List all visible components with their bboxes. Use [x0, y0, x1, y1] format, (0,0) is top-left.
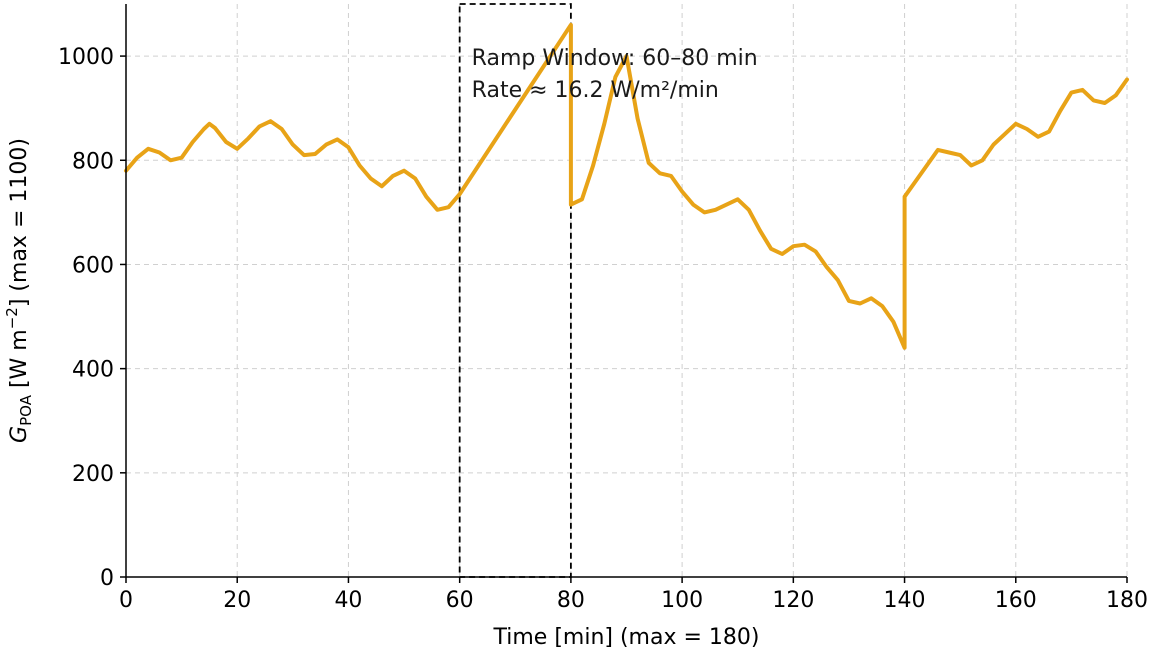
x-tick-label: 160: [995, 588, 1037, 613]
y-axis-title-superscript: −2: [3, 307, 21, 329]
x-axis-ticks: 0 20 40 60 80 100 120 140 160 180: [119, 577, 1148, 613]
x-tick-label: 100: [661, 588, 703, 613]
y-axis-title-symbol: G: [7, 426, 32, 443]
x-tick-label: 60: [446, 588, 474, 613]
y-axis-ticks: 0 200 400 600 800 1000: [58, 45, 126, 591]
ramp-annotation: Ramp Window: 60–80 min Rate ≈ 16.2 W/m²/…: [472, 46, 758, 103]
y-tick-label: 1000: [58, 45, 114, 70]
y-axis-title-tail: ] (max = 1100): [7, 138, 32, 307]
series-line-gpoa: [124, 22, 1129, 350]
x-tick-label: 120: [772, 588, 814, 613]
y-tick-label: 200: [72, 462, 114, 487]
x-tick-label: 180: [1106, 588, 1148, 613]
x-axis-title: Time [min] (max = 180): [493, 625, 760, 650]
y-tick-label: 600: [72, 253, 114, 278]
y-axis-title: GPOA [W m−2] (max = 1100): [3, 138, 35, 443]
y-tick-label: 0: [100, 566, 114, 591]
annotation-line-rate: Rate ≈ 16.2 W/m²/min: [472, 78, 719, 103]
x-tick-label: 0: [119, 588, 133, 613]
x-tick-label: 40: [334, 588, 362, 613]
ramp-window-box: [458, 3, 572, 578]
y-tick-label: 800: [72, 149, 114, 174]
x-tick-label: 80: [557, 588, 585, 613]
x-tick-label: 140: [884, 588, 926, 613]
annotation-line-ramp-window: Ramp Window: 60–80 min: [472, 46, 758, 71]
y-tick-label: 400: [72, 358, 114, 383]
y-axis-title-subscript: POA: [17, 394, 35, 426]
y-axis-title-unit: [W m: [7, 329, 32, 395]
x-tick-label: 20: [223, 588, 251, 613]
ramp-window-rect: [458, 3, 572, 578]
axes: [125, 4, 1127, 578]
series-group: [124, 22, 1129, 350]
